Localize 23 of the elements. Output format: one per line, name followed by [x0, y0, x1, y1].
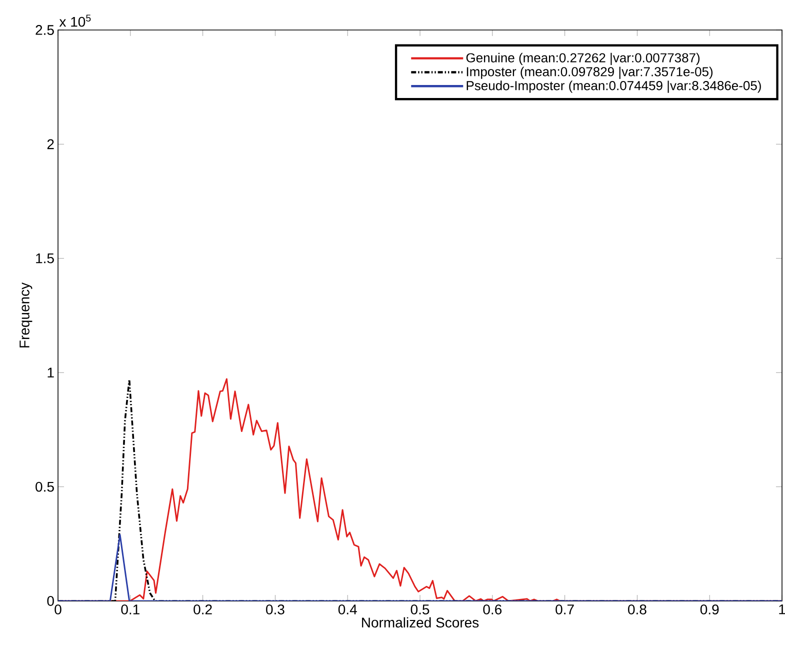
y-tick-label: 2	[47, 139, 54, 150]
y-tick-label: 0.5	[36, 482, 54, 492]
x-tick-label: 0.8	[628, 604, 646, 614]
legend-label: Imposter (mean:0.097829 |var:7.3571e-05)	[466, 66, 713, 79]
y-tick-label: 0	[47, 596, 54, 606]
x-tick-label: 1	[779, 604, 785, 614]
y-tick-label: 2.5	[36, 25, 54, 35]
y-tick-label: 1.5	[36, 254, 54, 264]
x-tick-label: 0.1	[121, 604, 140, 614]
x-tick-label: 0	[54, 604, 62, 614]
text: x 10$^{5}$	[59, 14, 91, 27]
x-tick-label: 0.4	[338, 604, 357, 614]
x-tick-label: 0.6	[483, 604, 502, 614]
x-tick-label: 0.2	[194, 604, 212, 614]
legend-label: Genuine (mean:0.27262 |var:0.0077387)	[466, 52, 700, 66]
y-axis-title: Frequency	[20, 282, 32, 348]
x-tick-label: 0.5	[410, 604, 430, 614]
y-tick-label: 1	[48, 368, 54, 378]
x-axis-title: Normalized Scores	[362, 617, 479, 628]
x-tick-label: 0.9	[700, 604, 719, 614]
x-tick-label: 0.3	[266, 604, 284, 614]
legend-label: Pseudo-Imposter (mean:0.074459 |var:8.3486e-05)	[466, 80, 761, 93]
x-tick-label: 0.7	[556, 604, 574, 614]
